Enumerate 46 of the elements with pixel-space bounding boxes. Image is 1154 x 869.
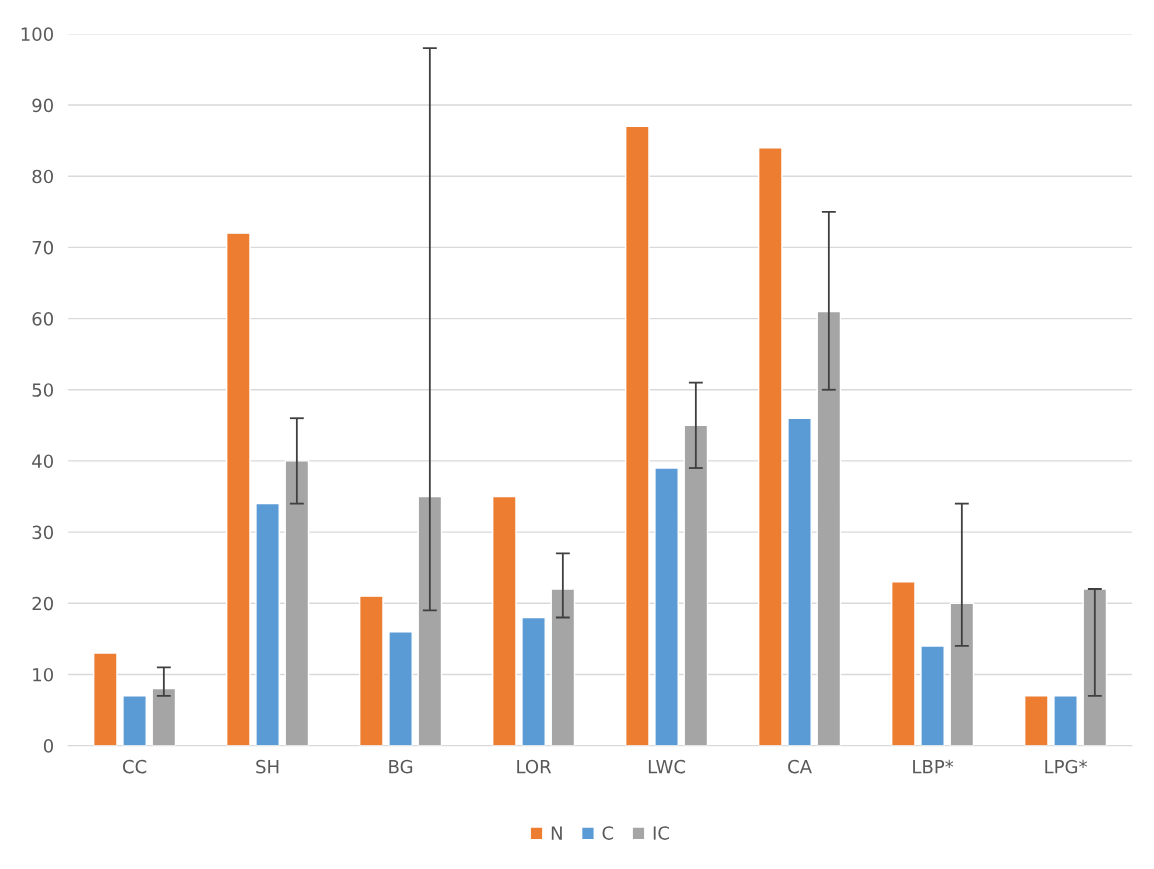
bar xyxy=(683,424,709,746)
bar xyxy=(284,460,310,746)
y-tick-label: 50 xyxy=(32,383,53,397)
x-tick-label: CA xyxy=(788,759,812,774)
legend-label: N xyxy=(551,826,562,840)
bar xyxy=(550,588,576,746)
y-tick-label: 30 xyxy=(32,525,53,540)
x-tick-label: LBP* xyxy=(913,759,954,774)
bar xyxy=(1082,588,1108,746)
bar xyxy=(388,631,413,746)
bar xyxy=(255,502,280,746)
y-tick-label: 0 xyxy=(43,739,53,753)
bar xyxy=(358,595,384,746)
bar xyxy=(920,645,945,746)
bar xyxy=(225,232,251,746)
x-tick-label: LPG* xyxy=(1045,759,1088,774)
bar xyxy=(417,495,443,746)
bar xyxy=(624,125,650,746)
y-tick-label: 40 xyxy=(32,454,53,469)
x-tick-label: LWC xyxy=(648,759,686,774)
bar xyxy=(92,652,118,746)
bar xyxy=(787,417,812,746)
bar xyxy=(151,687,177,746)
bar xyxy=(949,602,975,746)
y-tick-label: 60 xyxy=(32,312,53,326)
y-tick-label: 90 xyxy=(32,98,53,113)
bar xyxy=(521,616,546,746)
bar xyxy=(122,695,147,746)
bar xyxy=(654,467,679,746)
bar xyxy=(491,495,517,746)
legend-label: IC xyxy=(653,826,669,840)
y-tick-label: 80 xyxy=(32,169,53,184)
y-tick-label: 20 xyxy=(32,596,53,611)
x-tick-label: SH xyxy=(256,759,279,774)
bar xyxy=(1023,695,1049,746)
y-tick-label: 70 xyxy=(32,240,53,255)
bar xyxy=(1053,695,1078,746)
y-tick-label: 100 xyxy=(21,27,53,42)
x-tick-label: BG xyxy=(389,759,413,774)
y-tick-label: 10 xyxy=(33,667,53,682)
bar xyxy=(890,581,916,746)
x-tick-label: LOR xyxy=(517,759,552,774)
legend-label: C xyxy=(602,826,614,840)
x-tick-label: CC xyxy=(122,759,147,774)
bar xyxy=(816,310,842,746)
bar xyxy=(757,147,783,746)
